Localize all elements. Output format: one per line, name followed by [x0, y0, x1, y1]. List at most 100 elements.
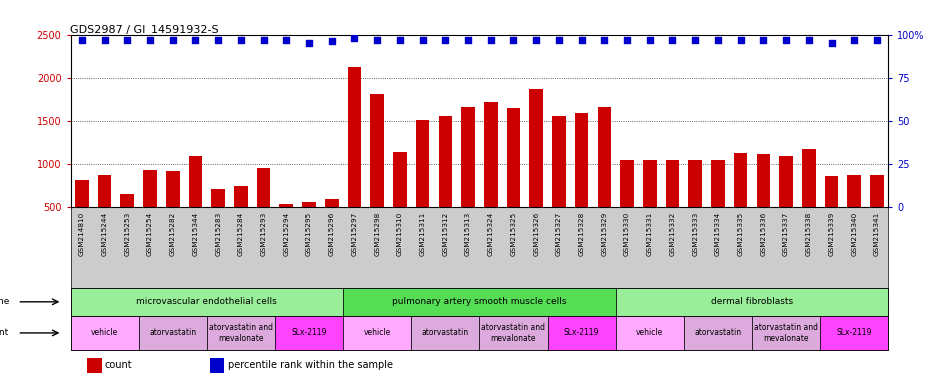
Text: vehicle: vehicle: [91, 328, 118, 338]
Text: GSM215337: GSM215337: [783, 211, 789, 256]
Bar: [616, 316, 683, 350]
Point: [438, 37, 453, 43]
Text: atorvastatin: atorvastatin: [422, 328, 469, 338]
Bar: [343, 316, 412, 350]
Bar: [438, 116, 452, 207]
Text: GSM215283: GSM215283: [215, 211, 221, 256]
Text: SLx-2119: SLx-2119: [564, 328, 600, 338]
Bar: [393, 152, 407, 207]
Bar: [98, 174, 111, 207]
Point: [688, 37, 703, 43]
Text: GSM215340: GSM215340: [852, 211, 857, 256]
Bar: [274, 316, 343, 350]
Text: GSM215295: GSM215295: [306, 211, 312, 256]
Point: [711, 37, 726, 43]
Text: atorvastatin: atorvastatin: [149, 328, 196, 338]
Point: [233, 37, 248, 43]
Point: [528, 37, 543, 43]
Bar: [412, 316, 479, 350]
Text: GSM215311: GSM215311: [419, 211, 426, 256]
Text: atorvastatin and
mevalonate: atorvastatin and mevalonate: [481, 323, 545, 343]
Text: GSM215333: GSM215333: [692, 211, 698, 256]
Text: GSM215335: GSM215335: [738, 211, 744, 256]
Text: GSM215329: GSM215329: [602, 211, 607, 256]
Bar: [70, 288, 343, 316]
Text: vehicle: vehicle: [636, 328, 664, 338]
Bar: [574, 113, 588, 207]
Point: [369, 37, 384, 43]
Bar: [207, 316, 274, 350]
Text: GSM215325: GSM215325: [510, 211, 516, 256]
Point: [552, 37, 567, 43]
Bar: [616, 288, 888, 316]
Bar: [303, 202, 316, 207]
Point: [597, 37, 612, 43]
Text: microvascular endothelial cells: microvascular endothelial cells: [136, 297, 277, 306]
Point: [211, 37, 226, 43]
Bar: [870, 174, 884, 207]
Bar: [734, 153, 747, 207]
Text: GDS2987 / GI_14591932-S: GDS2987 / GI_14591932-S: [70, 24, 219, 35]
Point: [619, 37, 634, 43]
Text: GSM215327: GSM215327: [556, 211, 562, 256]
Bar: [757, 154, 770, 207]
Bar: [598, 107, 611, 207]
Text: GSM215294: GSM215294: [283, 211, 290, 256]
Bar: [507, 108, 521, 207]
Bar: [120, 194, 134, 207]
Text: GSM215312: GSM215312: [443, 211, 448, 256]
Text: vehicle: vehicle: [364, 328, 391, 338]
Bar: [824, 176, 838, 207]
Bar: [343, 288, 616, 316]
Text: SLx-2119: SLx-2119: [291, 328, 327, 338]
Text: GSM215331: GSM215331: [647, 211, 652, 256]
Text: count: count: [105, 360, 133, 370]
Bar: [752, 316, 820, 350]
Text: GSM215284: GSM215284: [238, 211, 243, 256]
Text: GSM215282: GSM215282: [170, 211, 176, 256]
Text: GSM215297: GSM215297: [352, 211, 357, 256]
Point: [165, 37, 180, 43]
Text: GSM215332: GSM215332: [669, 211, 676, 256]
Bar: [479, 316, 547, 350]
Text: GSM215298: GSM215298: [374, 211, 380, 256]
Point: [188, 37, 203, 43]
Bar: [802, 149, 816, 207]
Text: GSM215254: GSM215254: [147, 211, 153, 256]
Text: dermal fibroblasts: dermal fibroblasts: [711, 297, 793, 306]
Bar: [348, 66, 361, 207]
Bar: [779, 156, 793, 207]
Point: [574, 37, 589, 43]
Text: GSM215293: GSM215293: [260, 211, 267, 256]
Point: [665, 37, 680, 43]
Bar: [143, 170, 157, 207]
Bar: [370, 94, 384, 207]
Bar: [415, 120, 430, 207]
Text: GSM215313: GSM215313: [465, 211, 471, 256]
Text: GSM215339: GSM215339: [828, 211, 835, 256]
Bar: [75, 180, 88, 207]
Point: [415, 37, 431, 43]
Text: GSM215328: GSM215328: [579, 211, 585, 256]
Bar: [529, 89, 543, 207]
Text: GSM215326: GSM215326: [533, 211, 540, 256]
Text: GSM215330: GSM215330: [624, 211, 630, 256]
Text: GSM215341: GSM215341: [874, 211, 880, 256]
Text: percentile rank within the sample: percentile rank within the sample: [227, 360, 393, 370]
Bar: [484, 102, 497, 207]
Point: [847, 37, 862, 43]
Point: [870, 37, 885, 43]
Bar: [643, 160, 656, 207]
Text: atorvastatin and
mevalonate: atorvastatin and mevalonate: [209, 323, 273, 343]
Bar: [547, 316, 616, 350]
Text: atorvastatin and
mevalonate: atorvastatin and mevalonate: [754, 323, 818, 343]
Bar: [620, 160, 634, 207]
Text: GSM214810: GSM214810: [79, 211, 85, 256]
Bar: [711, 160, 725, 207]
Bar: [279, 204, 293, 207]
Bar: [210, 358, 225, 372]
Text: GSM215324: GSM215324: [488, 211, 494, 256]
Point: [824, 40, 839, 46]
Bar: [688, 160, 702, 207]
Point: [392, 37, 407, 43]
